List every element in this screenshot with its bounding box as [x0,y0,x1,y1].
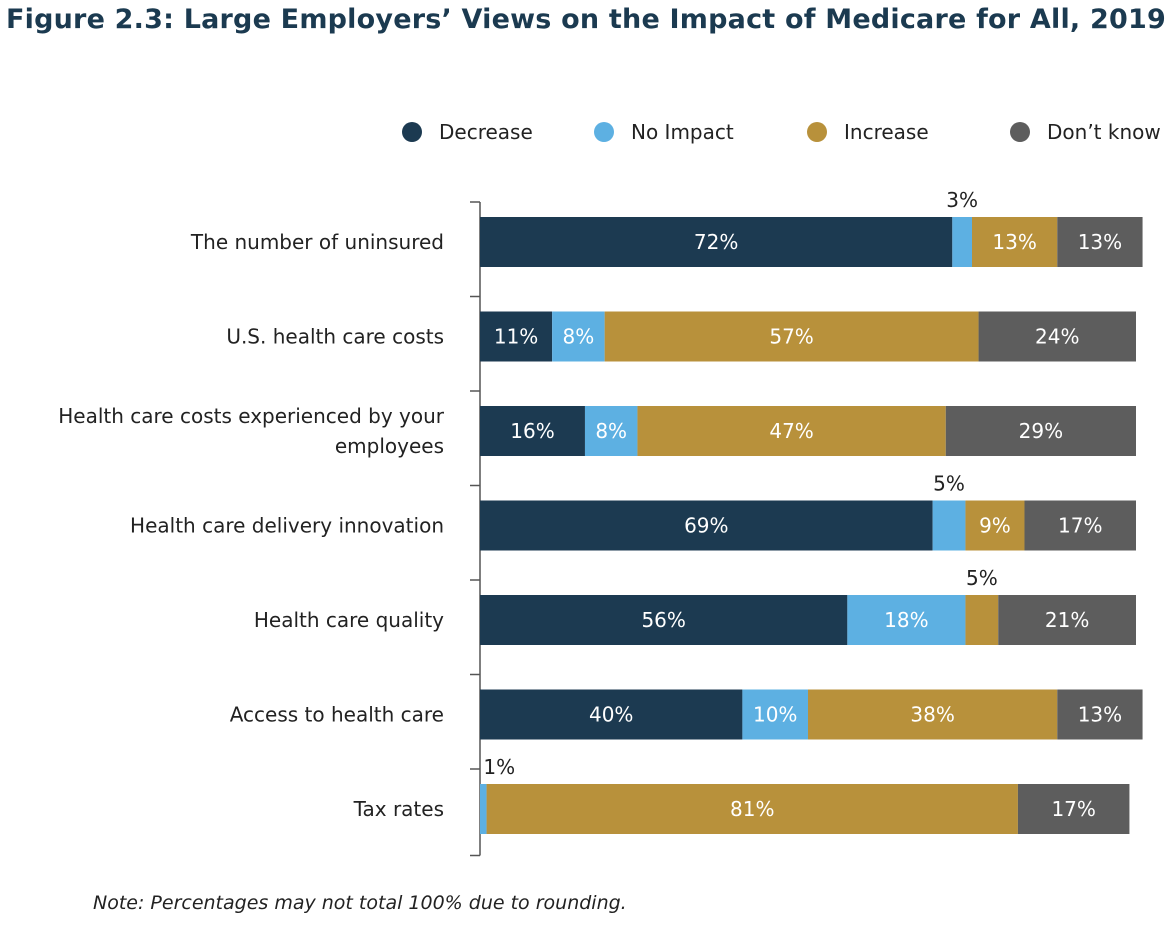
bar-segment-don-t-know [998,595,1136,645]
category-label: The number of uninsured [190,230,444,254]
legend-swatch [594,122,614,142]
data-label-outside: 1% [483,755,515,779]
bar-segment-no-impact [932,500,966,551]
bar-segment-no-impact [847,595,966,645]
bar-segment-don-t-know [978,311,1136,362]
data-label: 18% [884,608,928,632]
bar-segment-no-impact [742,689,808,740]
bar-segment-decrease [480,500,933,551]
data-label: 29% [1019,419,1063,443]
bar-segment-increase [972,217,1058,267]
legend-swatch [807,122,827,142]
data-label: 17% [1051,797,1095,821]
data-label: 57% [769,325,813,349]
category-label: Health care quality [254,608,444,632]
data-label: 13% [1078,230,1122,254]
legend-label: Decrease [439,120,533,144]
data-label: 11% [494,325,538,349]
data-label: 10% [753,703,797,727]
category-label: Health care delivery innovation [130,514,444,538]
legend-item-don-t-know: Don’t know [1010,120,1161,144]
chart-note: Note: Percentages may not total 100% due… [93,892,627,914]
legend-item-decrease: Decrease [402,120,533,144]
legend-item-increase: Increase [807,120,929,144]
bar-segment-decrease [480,406,585,456]
data-label: 38% [910,703,954,727]
category-label: Health care costs experienced by your emp… [58,404,445,458]
data-label-outside: 5% [933,472,965,496]
bar-segment-increase [637,406,946,456]
data-label: 40% [589,703,633,727]
data-label: 72% [694,230,738,254]
bar-segment-no-impact [480,784,487,834]
bar-segment-don-t-know [1057,217,1143,267]
data-label: 69% [684,514,728,538]
data-label: 16% [510,419,554,443]
data-label: 81% [730,797,774,821]
bar-segment-increase [808,689,1058,740]
data-label: 17% [1058,514,1102,538]
bar-segment-decrease [480,595,848,645]
category-label: Access to health care [230,703,444,727]
category-label: U.S. health care costs [226,325,444,349]
category-label: Tax rates [353,797,444,821]
data-label: 9% [979,514,1011,538]
data-label: 8% [595,419,627,443]
legend-label: Increase [844,120,929,144]
bar-segment-decrease [480,217,953,267]
data-label: 8% [563,325,595,349]
legend-label: No Impact [631,120,734,144]
legend-swatch [1010,122,1030,142]
bar-segment-increase [965,500,1025,551]
bar-segment-don-t-know [1057,689,1143,740]
bar-segment-no-impact [552,311,605,362]
bar-segment-no-impact [584,406,638,456]
bar-segment-increase [604,311,979,362]
data-label: 56% [641,608,685,632]
legend-swatch [402,122,422,142]
stacked-bar-chart: Decrease No Impact Increase Don’t know The n… [58,120,1161,857]
bar-segment-increase [486,784,1018,834]
bar-segment-increase [965,595,999,645]
data-label-outside: 3% [946,188,978,212]
data-label: 21% [1045,608,1089,632]
data-label: 13% [992,230,1036,254]
data-label: 47% [769,419,813,443]
bar-segment-don-t-know [1024,500,1136,551]
data-label: 13% [1078,703,1122,727]
data-label: 24% [1035,325,1079,349]
bar-segment-decrease [480,689,743,740]
chart-title: Figure 2.3: Large Employers’ Views on th… [6,4,1166,35]
legend-label: Don’t know [1047,120,1161,144]
bar-segment-don-t-know [1017,784,1130,834]
legend-item-no-impact: No Impact [594,120,734,144]
bar-segment-don-t-know [945,406,1136,456]
bar-segment-decrease [480,311,553,362]
bar-segment-no-impact [952,217,972,267]
data-label-outside: 5% [966,566,998,590]
